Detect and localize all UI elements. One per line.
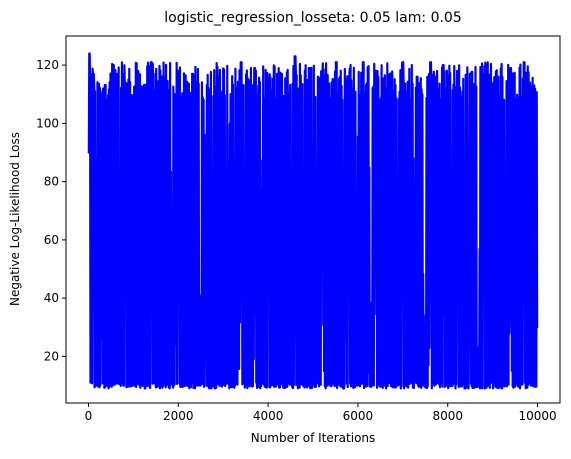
loss-data-point: [274, 384, 277, 387]
x-tick-label: 10000: [518, 409, 556, 423]
plot-area: [65, 35, 561, 404]
loss-data-point: [497, 75, 499, 78]
loss-data-point: [124, 81, 127, 84]
y-tick-label: 120: [36, 58, 59, 72]
loss-data-point: [247, 384, 250, 387]
loss-data-point: [302, 384, 304, 387]
loss-data-point: [536, 326, 539, 329]
loss-data-point: [240, 61, 242, 64]
loss-data-point: [463, 387, 466, 390]
loss-data-point: [177, 70, 180, 72]
loss-data-point: [315, 381, 318, 384]
loss-data-point: [442, 64, 445, 66]
loss-data-point: [88, 52, 91, 55]
loss-data-point: [112, 64, 115, 66]
x-tick-label: 8000: [432, 409, 463, 423]
loss-data-point: [528, 381, 531, 384]
loss-data-point: [308, 67, 311, 69]
loss-data-point: [429, 61, 432, 64]
x-axis-title: Number of Iterations: [251, 431, 376, 445]
loss-data-point: [509, 67, 512, 69]
loss-data-point: [211, 381, 214, 384]
loss-data-point: [191, 73, 194, 75]
loss-data-point: [144, 387, 146, 390]
loss-data-point: [450, 384, 453, 387]
x-tick-label: 0: [85, 409, 93, 423]
loss-data-point: [383, 384, 385, 387]
loss-data-point: [253, 67, 256, 69]
loss-data-point: [362, 61, 365, 64]
loss-data-point: [267, 84, 269, 87]
y-axis: 20 40 60 80 100 120: [36, 58, 66, 363]
loss-data-point: [335, 61, 338, 64]
y-tick-label: 40: [44, 291, 59, 305]
loss-data-point: [290, 381, 293, 384]
loss-data-point: [225, 381, 227, 384]
x-tick-label: 2000: [163, 409, 194, 423]
x-tick-label: 6000: [343, 409, 374, 423]
loss-data-point: [100, 93, 102, 96]
loss-data-point: [261, 381, 263, 384]
loss-data-point: [131, 384, 134, 387]
loss-data-point: [416, 75, 418, 78]
y-tick-label: 20: [44, 349, 59, 363]
loss-data-point: [482, 142, 485, 145]
loss-data-point: [410, 381, 412, 384]
loss-data-point: [369, 381, 372, 384]
loss-data-point: [329, 384, 331, 387]
loss-data-point: [396, 384, 399, 387]
loss-data-point: [356, 384, 358, 387]
loss-data-point: [477, 384, 480, 387]
loss-data-point: [204, 134, 207, 136]
loss-data-point: [106, 384, 109, 387]
loss-data-point: [504, 384, 507, 387]
loss-data-point: [90, 378, 92, 381]
y-tick-label: 80: [44, 175, 59, 189]
loss-data-point: [137, 70, 139, 72]
loss-data-point: [437, 381, 439, 384]
loss-data-point: [375, 70, 377, 72]
loss-data-point: [119, 381, 121, 384]
loss-data-point: [423, 384, 426, 387]
chart-title: logistic_regression_losseta: 0.05 lam: 0…: [164, 10, 462, 26]
loss-data-point: [234, 384, 236, 387]
loss-data-point: [389, 73, 392, 75]
loss-data-point: [516, 384, 519, 387]
loss-data-point: [170, 381, 173, 384]
loss-data-point: [217, 75, 220, 78]
loss-data-point: [490, 381, 493, 384]
loss-data-point: [321, 73, 323, 75]
loss-data-point: [456, 70, 459, 72]
series-layer: [87, 52, 539, 390]
loss-data-point: [469, 73, 471, 75]
loss-data-point: [533, 84, 535, 87]
loss-data-point: [87, 151, 90, 154]
loss-data-point: [348, 75, 350, 78]
y-axis-title: Negative Log-Likelihood Loss: [8, 132, 22, 306]
loss-data-point: [157, 384, 160, 387]
y-tick-label: 60: [44, 233, 59, 247]
loss-data-point: [227, 160, 230, 163]
loss-data-point: [95, 384, 98, 387]
loss-data-point: [185, 384, 188, 387]
loss-data-point: [523, 61, 525, 64]
loss-data-point: [150, 61, 153, 64]
plot-frame: [65, 35, 561, 404]
loss-data-point: [199, 384, 201, 387]
y-tick-label: 100: [36, 116, 59, 130]
loss-data-point: [342, 387, 345, 390]
loss-data-point: [92, 73, 95, 75]
loss-series-line: [87, 52, 539, 390]
loss-data-point: [402, 61, 404, 64]
x-tick-label: 4000: [253, 409, 284, 423]
loss-data-point: [280, 73, 283, 75]
loss-data-point: [294, 55, 296, 58]
x-axis: 0 2000 4000 6000 8000 10000: [85, 403, 557, 423]
loss-data-point: [164, 75, 166, 78]
